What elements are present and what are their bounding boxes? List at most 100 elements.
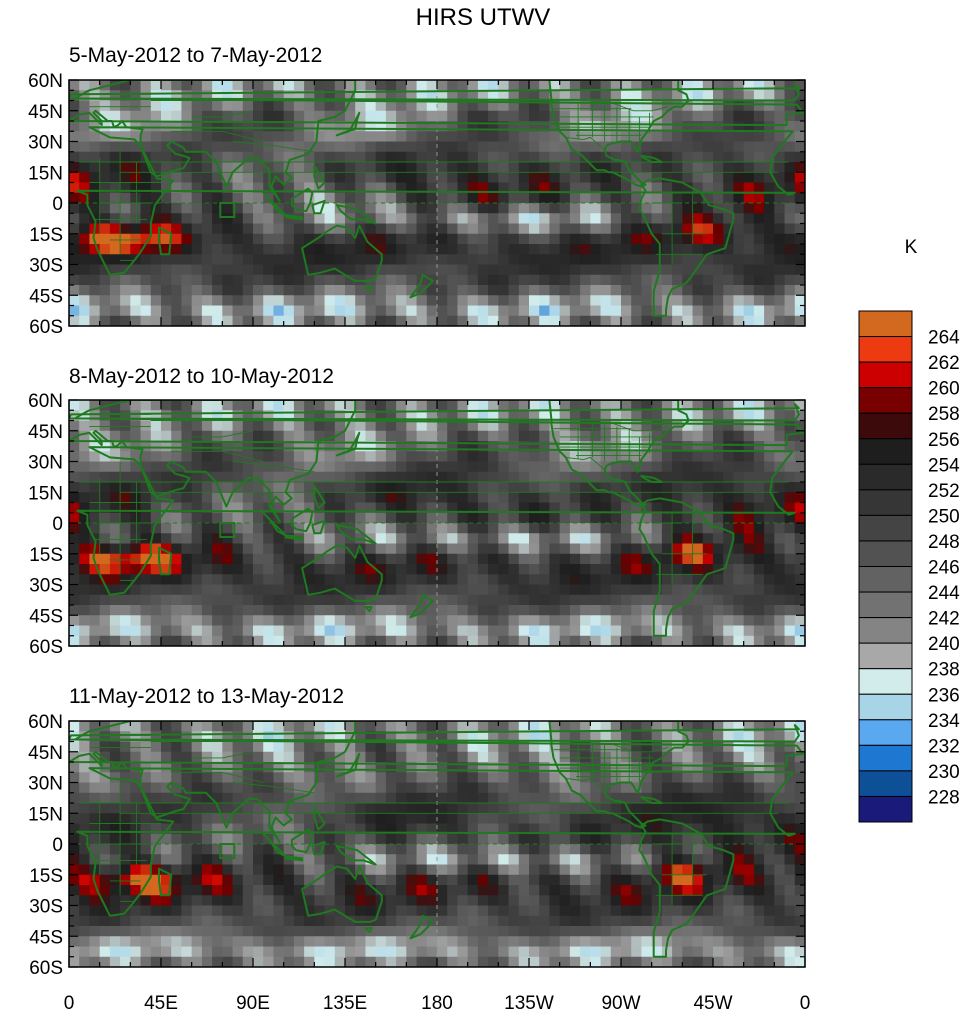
- field-cell: [345, 110, 356, 122]
- field-cell: [263, 762, 275, 773]
- field-cell: [109, 936, 121, 948]
- field-cell: [355, 803, 367, 814]
- field-cell: [713, 625, 724, 637]
- field-cell: [242, 574, 254, 586]
- field-cell: [477, 244, 489, 255]
- field-cell: [140, 936, 152, 948]
- field-cell: [784, 121, 796, 132]
- field-cell: [549, 151, 561, 163]
- field-cell: [713, 605, 724, 616]
- field-cell: [314, 213, 326, 225]
- field-cell: [682, 430, 694, 442]
- field-cell: [508, 482, 520, 493]
- field-cell: [488, 885, 499, 896]
- field-cell: [161, 543, 172, 555]
- field-cell: [375, 110, 387, 122]
- field-cell: [293, 885, 305, 896]
- field-cell: [610, 502, 622, 514]
- field-cell: [651, 615, 663, 627]
- field-cell: [467, 625, 479, 637]
- field-cell: [416, 461, 428, 473]
- field-cell: [324, 274, 336, 286]
- field-cell: [621, 264, 632, 276]
- field-cell: [161, 100, 172, 112]
- field-cell: [457, 244, 469, 255]
- field-cell: [600, 223, 612, 235]
- field-cell: [539, 926, 551, 937]
- field-cell: [682, 523, 694, 534]
- field-cell: [559, 420, 571, 432]
- field-cell: [794, 502, 805, 514]
- field-cell: [488, 564, 499, 575]
- field-cell: [314, 751, 326, 763]
- field-cell: [518, 833, 530, 845]
- field-cell: [539, 100, 551, 112]
- field-cell: [559, 751, 571, 763]
- field-cell: [232, 594, 244, 606]
- field-cell: [263, 274, 275, 286]
- field-cell: [651, 605, 663, 616]
- field-cell: [529, 635, 540, 646]
- field-cell: [508, 885, 520, 896]
- field-cell: [733, 502, 745, 514]
- field-cell: [498, 946, 510, 958]
- field-cell: [406, 512, 418, 524]
- field-cell: [212, 233, 223, 245]
- field-cell: [161, 792, 172, 804]
- field-cell: [467, 533, 479, 545]
- field-cell: [406, 90, 418, 102]
- field-cell: [753, 492, 765, 504]
- coastline: [76, 446, 796, 596]
- field-cell: [365, 502, 377, 514]
- field-cell: [406, 451, 418, 463]
- field-cell: [334, 233, 346, 245]
- field-cell: [293, 762, 305, 773]
- field-cell: [385, 731, 397, 743]
- field-cell: [539, 285, 551, 296]
- field-cell: [621, 564, 632, 575]
- field-cell: [784, 543, 796, 555]
- field-cell: [375, 803, 387, 814]
- field-cell: [426, 946, 438, 958]
- field-cell: [120, 823, 131, 835]
- field-cell: [733, 141, 745, 153]
- field-cell: [181, 731, 193, 743]
- field-cell: [324, 254, 336, 266]
- field-cell: [661, 213, 673, 225]
- field-cell: [69, 782, 80, 794]
- field-cell: [181, 885, 193, 896]
- field-cell: [109, 420, 121, 432]
- field-cell: [498, 803, 510, 814]
- field-cell: [488, 410, 499, 422]
- field-cell: [539, 844, 551, 855]
- field-cell: [109, 512, 121, 524]
- field-cell: [498, 854, 510, 866]
- field-cell: [508, 762, 520, 773]
- field-cell: [426, 905, 438, 917]
- field-cell: [641, 244, 653, 255]
- field-cell: [498, 223, 510, 235]
- field-cell: [140, 410, 152, 422]
- field-cell: [365, 874, 377, 886]
- field-cell: [549, 492, 561, 504]
- field-cell: [181, 864, 193, 876]
- field-cell: [375, 864, 387, 876]
- field-cell: [723, 482, 735, 493]
- field-cell: [508, 90, 520, 102]
- field-cell: [682, 162, 694, 173]
- field-cell: [283, 441, 295, 452]
- field-cell: [651, 936, 663, 948]
- field-cell: [304, 274, 315, 286]
- field-cell: [396, 441, 407, 452]
- field-cell: [242, 792, 254, 804]
- field-cell: [651, 400, 663, 411]
- field-cell: [784, 502, 796, 514]
- field-cell: [733, 233, 745, 245]
- field-cell: [498, 315, 510, 326]
- field-cell: [437, 564, 448, 575]
- field-cell: [529, 605, 540, 616]
- field-cell: [171, 731, 183, 743]
- field-cell: [293, 584, 305, 596]
- field-cell: [253, 471, 264, 483]
- field-cell: [529, 254, 540, 266]
